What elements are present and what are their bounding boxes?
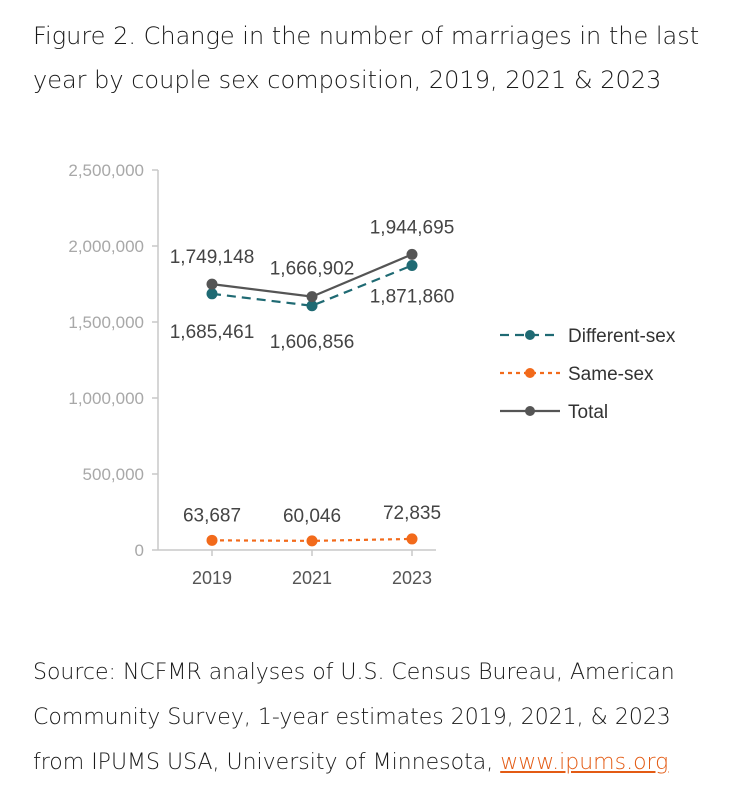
x-tick-label: 2023 (392, 568, 432, 588)
line-chart: 0 500,000 1,000,000 1,500,000 2,000,000 2,500… (68, 161, 676, 588)
source-line-1: Source: NCFMR analyses of U.S. Census Bu… (33, 660, 675, 685)
legend-marker-total (525, 406, 535, 416)
data-label-different-sex: 1,606,856 (270, 332, 355, 353)
data-label-total: 1,749,148 (170, 247, 255, 268)
data-point-total (406, 248, 418, 260)
source-line-3: from IPUMS USA, University of Minnesota, (33, 750, 501, 775)
legend-label-same-sex: Same-sex (568, 364, 654, 385)
y-tick-label: 1,500,000 (68, 313, 144, 332)
data-label-total: 1,944,695 (370, 217, 455, 238)
legend-marker-different-sex (525, 330, 535, 340)
data-label-same-sex: 63,687 (183, 505, 241, 526)
legend-marker-same-sex (525, 368, 535, 378)
data-point-different-sex (206, 288, 218, 300)
series-line-different-sex (211, 264, 413, 307)
legend-label-total: Total (568, 402, 608, 423)
data-point-total (206, 278, 218, 290)
y-tick-label: 2,500,000 (68, 161, 144, 180)
ipums-link[interactable]: www.ipums.org (500, 750, 669, 775)
data-point-total (306, 291, 318, 303)
y-tick-label: 500,000 (83, 465, 144, 484)
x-tick-label: 2019 (192, 568, 232, 588)
y-tick-label: 1,000,000 (68, 389, 144, 408)
source-note: Source: NCFMR analyses of U.S. Census Bu… (33, 650, 733, 785)
data-label-different-sex: 1,871,860 (370, 286, 455, 307)
data-label-same-sex: 72,835 (383, 503, 441, 524)
y-tick-label: 0 (135, 541, 144, 560)
data-point-different-sex (306, 300, 318, 312)
y-tick-label: 2,000,000 (68, 237, 144, 256)
series-line-same-sex (211, 537, 413, 542)
data-point-same-sex (206, 534, 218, 546)
chart-title: Figure 2. Change in the number of marria… (33, 14, 733, 102)
legend-label-different-sex: Different-sex (568, 326, 676, 347)
source-line-2: Community Survey, 1-year estimates 2019,… (33, 705, 671, 730)
title-line-1: Figure 2. Change in the number of marria… (33, 22, 700, 50)
data-label-same-sex: 60,046 (283, 506, 341, 527)
data-label-total: 1,666,902 (270, 259, 355, 280)
data-label-different-sex: 1,685,461 (170, 322, 255, 343)
x-tick-label: 2021 (292, 568, 332, 588)
title-line-2: year by couple sex composition, 2019, 20… (33, 66, 662, 94)
data-point-same-sex (406, 533, 418, 545)
data-point-different-sex (406, 259, 418, 271)
data-point-same-sex (306, 535, 318, 547)
